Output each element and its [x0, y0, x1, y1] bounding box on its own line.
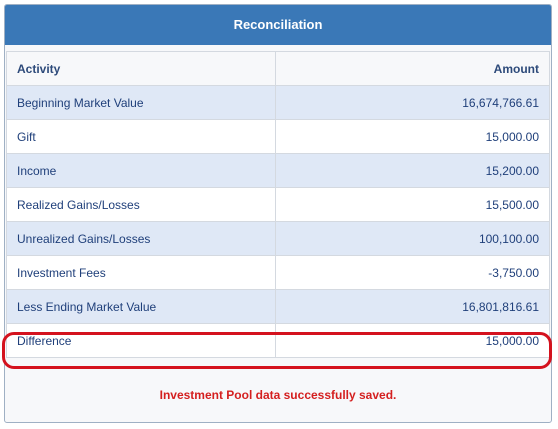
panel-title: Reconciliation [5, 5, 551, 45]
column-header-amount[interactable]: Amount [275, 51, 550, 86]
column-header-activity[interactable]: Activity [6, 51, 276, 86]
amount-cell: -3,750.00 [275, 255, 550, 290]
activity-cell: Unrealized Gains/Losses [6, 221, 276, 256]
amount-cell: 15,500.00 [275, 187, 550, 222]
table-header-row: Activity Amount [6, 51, 550, 86]
table-row: Gift 15,000.00 [6, 119, 550, 154]
table-row: Income 15,200.00 [6, 153, 550, 188]
activity-cell: Beginning Market Value [6, 85, 276, 120]
reconciliation-table: Activity Amount Beginning Market Value 1… [6, 51, 550, 358]
activity-cell: Difference [6, 323, 276, 358]
activity-cell: Income [6, 153, 276, 188]
table-row-difference: Difference 15,000.00 [6, 323, 550, 358]
table-row: Beginning Market Value 16,674,766.61 [6, 85, 550, 120]
table-row: Realized Gains/Losses 15,500.00 [6, 187, 550, 222]
amount-cell: 15,000.00 [275, 323, 550, 358]
amount-cell: 16,801,816.61 [275, 289, 550, 324]
reconciliation-panel: Reconciliation Activity Amount Beginning… [4, 4, 552, 423]
activity-cell: Less Ending Market Value [6, 289, 276, 324]
activity-cell: Investment Fees [6, 255, 276, 290]
table-row: Investment Fees -3,750.00 [6, 255, 550, 290]
activity-cell: Realized Gains/Losses [6, 187, 276, 222]
amount-cell: 15,000.00 [275, 119, 550, 154]
table-row: Unrealized Gains/Losses 100,100.00 [6, 221, 550, 256]
amount-cell: 16,674,766.61 [275, 85, 550, 120]
amount-cell: 15,200.00 [275, 153, 550, 188]
table-row: Less Ending Market Value 16,801,816.61 [6, 289, 550, 324]
amount-cell: 100,100.00 [275, 221, 550, 256]
activity-cell: Gift [6, 119, 276, 154]
status-message: Investment Pool data successfully saved. [159, 388, 397, 402]
